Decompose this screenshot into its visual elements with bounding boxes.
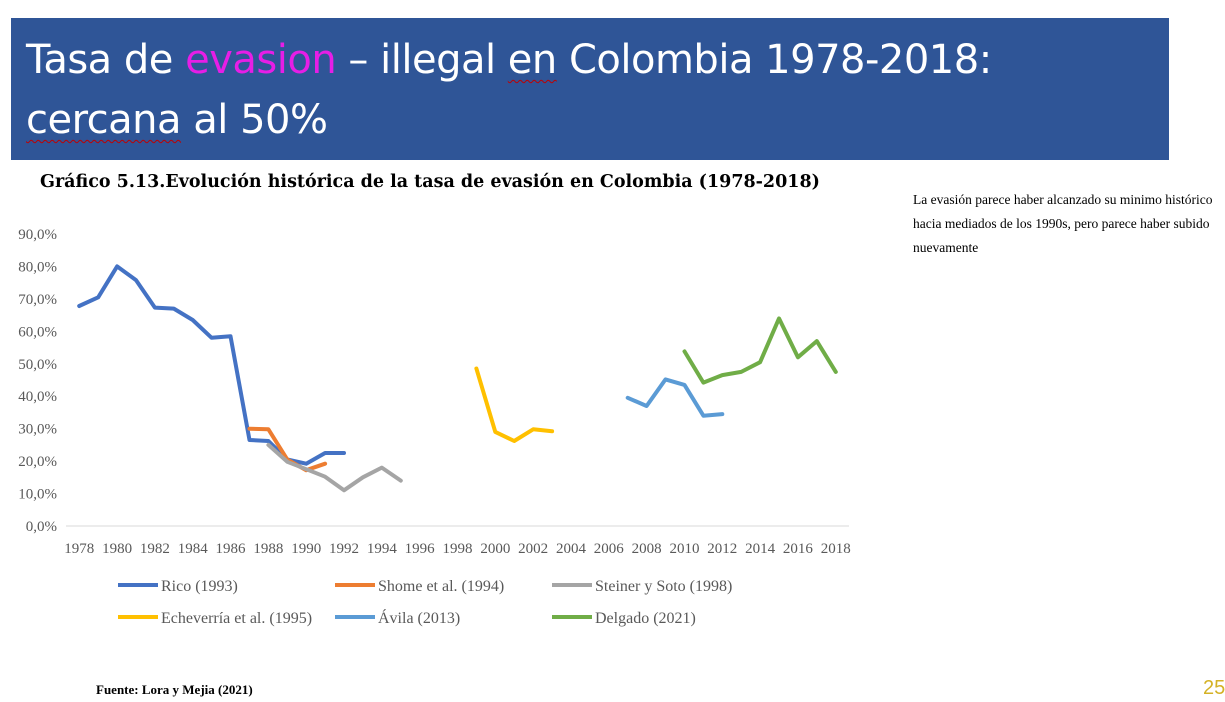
y-tick-label: 80,0% <box>18 259 57 275</box>
title-part: al 50% <box>181 97 328 143</box>
series-line <box>247 426 328 473</box>
x-tick-label: 2010 <box>669 541 699 557</box>
title-spellcheck-word: cercana <box>26 97 182 143</box>
series-line <box>682 316 838 385</box>
x-tick-label: 2000 <box>480 541 510 557</box>
x-tick-label: 2016 <box>783 541 814 557</box>
x-tick-label: 2012 <box>707 541 737 557</box>
x-tick-label: 2018 <box>821 541 851 557</box>
x-axis-ticks: 1978 1980 1982 1984 1986 1988 1990 1992 1994 1996… <box>64 541 851 557</box>
series-line <box>77 264 346 466</box>
x-tick-label: 1982 <box>140 541 170 557</box>
y-tick-label: 20,0% <box>18 454 57 470</box>
chart-title: Gráfico 5.13.Evolución histórica de la t… <box>40 172 820 192</box>
y-tick-label: 10,0% <box>18 487 57 503</box>
side-note: La evasión parece haber alcanzado su min… <box>913 192 1213 255</box>
title-part: – illegal <box>336 37 508 83</box>
y-tick-label: 30,0% <box>18 422 57 438</box>
title-banner: Tasa de evasion – illegal en Colombia 19… <box>11 18 1169 160</box>
y-tick-label: 40,0% <box>18 389 57 405</box>
title-spellcheck-word: en <box>507 37 557 83</box>
title-part: Tasa de <box>26 37 186 83</box>
x-tick-label: 2004 <box>556 541 587 557</box>
x-tick-label: 1980 <box>102 541 132 557</box>
x-tick-label: 2002 <box>518 541 548 557</box>
x-tick-label: 2008 <box>632 541 662 557</box>
legend-label: Steiner y Soto (1998) <box>595 578 732 595</box>
legend: Rico (1993) Shome et al. (1994) Steiner y … <box>118 578 732 627</box>
series-line <box>474 366 555 443</box>
title-highlight-word: evasion <box>185 37 337 83</box>
x-tick-label: 1994 <box>367 541 398 557</box>
x-tick-label: 1996 <box>405 541 436 557</box>
x-tick-label: 1990 <box>291 541 321 557</box>
x-tick-label: 1986 <box>216 541 247 557</box>
legend-label: Shome et al. (1994) <box>378 578 504 595</box>
series-line <box>266 442 403 493</box>
title-part: Colombia 1978-2018: <box>556 37 992 83</box>
source-note: Fuente: Lora y Mejia (2021) <box>96 682 253 697</box>
x-tick-label: 1992 <box>329 541 359 557</box>
slide-title: Tasa de evasion – illegal en Colombia 19… <box>26 30 1156 150</box>
y-tick-label: 50,0% <box>18 357 57 373</box>
series-line <box>625 377 725 418</box>
y-tick-label: 90,0% <box>18 227 57 243</box>
legend-label: Echeverría et al. (1995) <box>161 610 312 627</box>
x-tick-label: 2006 <box>594 541 625 557</box>
x-tick-label: 1998 <box>443 541 473 557</box>
x-tick-label: 1978 <box>64 541 94 557</box>
y-axis-ticks: 0,0% 10,0% 20,0% 30,0% 40,0% 50,0% 60,0% 70,0% 8… <box>18 227 57 535</box>
x-tick-label: 2014 <box>745 541 776 557</box>
legend-label: Ávila (2013) <box>378 608 460 627</box>
legend-label: Rico (1993) <box>161 578 238 595</box>
page-number: 25 <box>1203 677 1225 699</box>
y-tick-label: 60,0% <box>18 324 57 340</box>
y-tick-label: 0,0% <box>26 519 57 535</box>
y-tick-label: 70,0% <box>18 292 57 308</box>
x-tick-label: 1984 <box>178 541 209 557</box>
series-lines <box>77 264 838 493</box>
legend-label: Delgado (2021) <box>595 610 696 627</box>
x-tick-label: 1988 <box>253 541 283 557</box>
